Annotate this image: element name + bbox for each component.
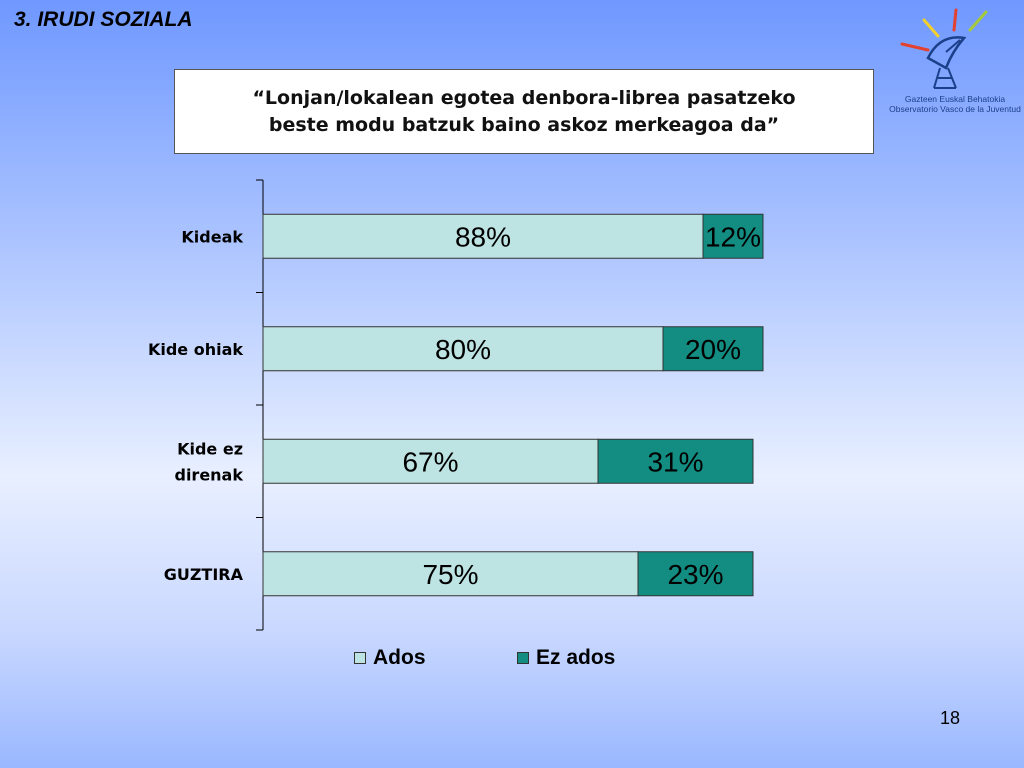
bar-segment-ados [262, 438, 599, 484]
category-label: GUZTIRA [164, 565, 244, 584]
bar-segment-ados [262, 326, 664, 372]
data-label: 75% [422, 559, 478, 590]
category-label: Kide ohiak [148, 340, 243, 359]
category-label: Kide ez direnak [174, 439, 243, 484]
legend-label-ados: Ados [373, 646, 426, 669]
data-label: 88% [455, 221, 511, 252]
category-label: Kideak [181, 227, 243, 246]
slide-heading: 3. IRUDI SOZIALA [14, 8, 193, 31]
bar-segment-ados [262, 551, 639, 597]
logo-text-basque: Gazteen Euskal Behatokia [904, 94, 1006, 104]
data-label: 31% [647, 446, 703, 477]
legend-swatch-ados [354, 652, 366, 664]
legend-swatch-ez-ados [517, 652, 529, 664]
legend-item-ados: Ados [354, 646, 426, 670]
legend-item-ez-ados: Ez ados [517, 646, 615, 670]
bar-segment-ez-ados [637, 551, 754, 597]
data-label: 80% [435, 334, 491, 365]
chart-title-line-2: beste modu batzuk baino askoz merkeagoa … [268, 113, 780, 136]
observatory-logo-icon [900, 8, 988, 89]
logo-text-spanish: Observatorio Vasco de la Juventud [889, 104, 1021, 114]
chart-title: “Lonjan/lokalean egotea denbora-librea p… [174, 69, 874, 154]
bar-segment-ez-ados [702, 213, 764, 259]
legend-label-ez-ados: Ez ados [536, 646, 616, 669]
bar-segment-ez-ados [597, 438, 754, 484]
bar-segment-ez-ados [662, 326, 764, 372]
data-label: 12% [705, 221, 761, 252]
chart-title-line-1: “Lonjan/lokalean egotea denbora-librea p… [252, 86, 796, 109]
page-number: 18 [940, 708, 961, 728]
data-label: 67% [402, 446, 458, 477]
data-label: 20% [685, 334, 741, 365]
data-label: 23% [667, 559, 723, 590]
bar-segment-ados [262, 213, 704, 259]
